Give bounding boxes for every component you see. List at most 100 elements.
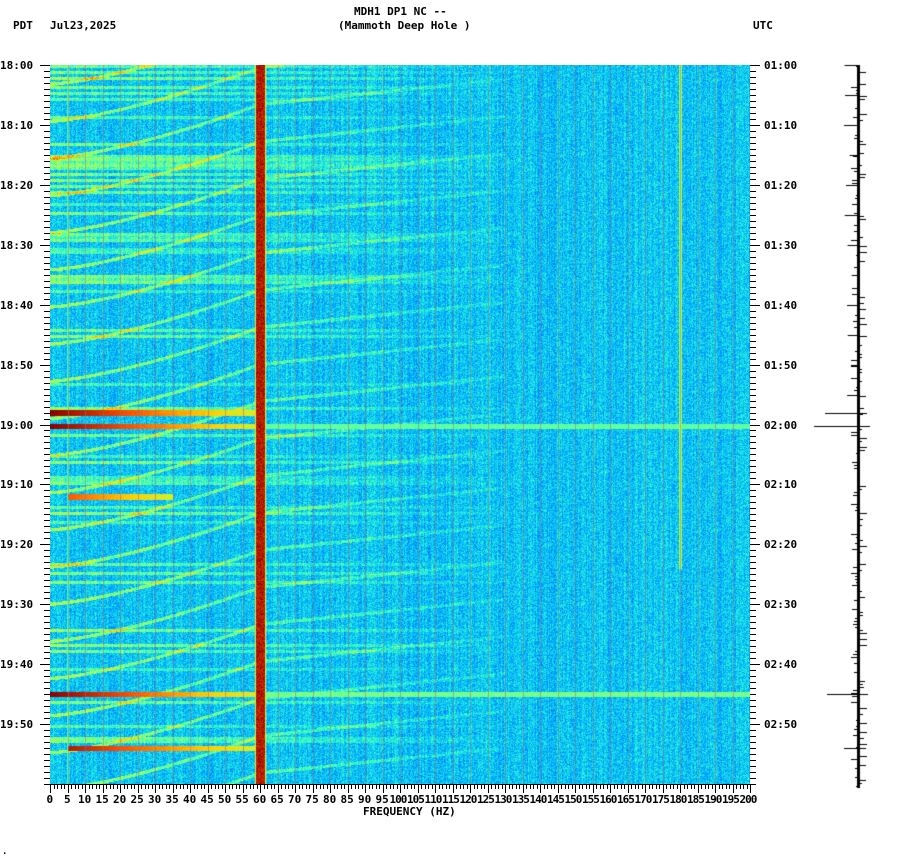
axis-tick (750, 454, 756, 455)
x-axis-tick (638, 784, 639, 789)
x-axis-tick (99, 784, 100, 789)
axis-tick (750, 293, 756, 294)
x-axis-tick (299, 784, 300, 789)
axis-tick (40, 664, 50, 665)
axis-tick (44, 760, 50, 761)
x-axis-tick (96, 784, 97, 789)
axis-tick (750, 634, 756, 635)
axis-tick (44, 113, 50, 114)
x-axis-tick (467, 784, 468, 789)
axis-tick (44, 359, 50, 360)
x-axis-tick (106, 784, 107, 789)
axis-tick (750, 107, 756, 108)
x-axis-tick (719, 784, 720, 789)
axis-tick (750, 305, 760, 306)
x-axis-tick (180, 784, 181, 789)
axis-tick (44, 622, 50, 623)
axis-tick (750, 167, 756, 168)
axis-tick (750, 185, 760, 186)
x-axis-tick (372, 784, 373, 789)
x-tick-label: 150 (564, 793, 583, 806)
axis-tick (750, 640, 756, 641)
x-axis-tick (491, 784, 492, 789)
x-tick-label: 145 (547, 793, 565, 806)
x-axis-tick (474, 784, 475, 789)
y-tick-label-right: 01:50 (764, 359, 798, 372)
x-axis-tick (334, 784, 335, 789)
axis-tick (44, 730, 50, 731)
x-axis-tick (495, 784, 496, 789)
x-axis-tick (169, 784, 170, 789)
axis-tick (40, 125, 50, 126)
x-axis-tick (729, 784, 730, 789)
y-tick-label-left: 19:30 (0, 598, 34, 611)
x-tick-label: 125 (477, 793, 495, 806)
axis-tick (750, 700, 756, 701)
x-axis-tick (701, 784, 702, 789)
x-axis-tick (537, 784, 538, 789)
x-axis-tick (327, 784, 328, 789)
x-axis-tick (453, 784, 454, 793)
x-axis-tick (649, 784, 650, 789)
axis-tick (44, 347, 50, 348)
x-axis-tick (232, 784, 233, 789)
x-axis-tick (733, 784, 734, 793)
axis-tick (750, 766, 756, 767)
x-axis-tick (288, 784, 289, 789)
axis-tick (44, 215, 50, 216)
x-axis-tick (558, 784, 559, 793)
x-axis-tick (750, 784, 751, 793)
axis-tick (44, 71, 50, 72)
x-axis-frequency: FREQUENCY (HZ) 0 5 10 15 20 25 30 35 40 45 50 55 60 6… (40, 784, 770, 820)
axis-tick (750, 724, 760, 725)
axis-tick (750, 83, 756, 84)
x-axis-tick (708, 784, 709, 789)
axis-tick (44, 119, 50, 120)
x-tick-label: 65 (270, 793, 284, 806)
y-tick-label-left: 19:00 (0, 419, 34, 432)
axis-tick (750, 347, 756, 348)
x-axis-tick (446, 784, 447, 789)
x-axis-tick (222, 784, 223, 789)
axis-tick (750, 604, 760, 605)
axis-tick (750, 574, 756, 575)
x-axis-tick (610, 784, 611, 793)
x-axis-tick (330, 784, 331, 793)
axis-tick (750, 664, 760, 665)
axis-tick (750, 532, 756, 533)
y-tick-label-left: 19:40 (0, 658, 34, 671)
x-tick-label: 200 (739, 793, 758, 806)
axis-tick (750, 209, 756, 210)
axis-tick (44, 275, 50, 276)
axis-tick (750, 682, 756, 683)
x-axis-tick (498, 784, 499, 789)
axis-tick (44, 712, 50, 713)
x-axis-tick (400, 784, 401, 793)
x-axis-tick (271, 784, 272, 789)
axis-tick (44, 143, 50, 144)
x-axis-tick (124, 784, 125, 789)
axis-tick (44, 311, 50, 312)
x-axis-tick (600, 784, 601, 789)
x-axis-tick (565, 784, 566, 789)
axis-tick (44, 652, 50, 653)
axis-tick (750, 568, 756, 569)
x-axis-tick (561, 784, 562, 789)
x-axis-tick (201, 784, 202, 789)
axis-tick (44, 520, 50, 521)
x-axis-tick (253, 784, 254, 789)
axis-tick (44, 562, 50, 563)
axis-tick (750, 550, 756, 551)
axis-tick (44, 496, 50, 497)
axis-tick (44, 778, 50, 779)
x-tick-label: 20 (113, 793, 127, 806)
y-tick-label-right: 01:10 (764, 119, 798, 132)
axis-tick (44, 616, 50, 617)
x-axis-tick (442, 784, 443, 789)
axis-tick (750, 233, 756, 234)
x-axis-tick (225, 784, 226, 793)
axis-tick (44, 149, 50, 150)
x-axis-tick (75, 784, 76, 789)
x-axis-tick (229, 784, 230, 789)
x-axis-tick (383, 784, 384, 793)
